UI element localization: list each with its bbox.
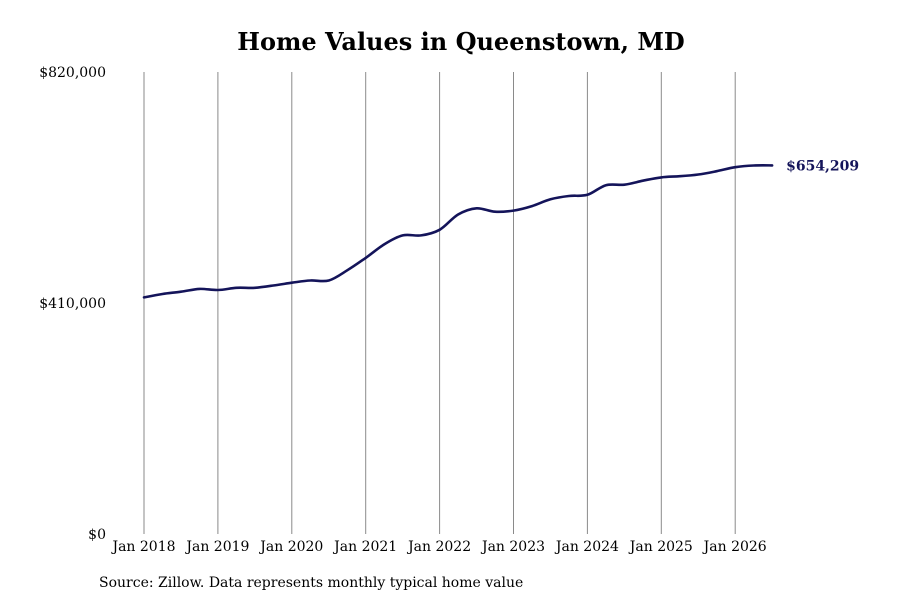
y-tick-label: $0 — [88, 527, 106, 543]
end-value-label: $654,209 — [786, 158, 859, 174]
x-tick-label: Jan 2026 — [702, 539, 767, 555]
source-note: Source: Zillow. Data represents monthly … — [99, 575, 523, 591]
series-line-0 — [142, 164, 774, 299]
chart-title: Home Values in Queenstown, MD — [237, 27, 684, 56]
x-tick-label: Jan 2018 — [110, 539, 175, 555]
x-tick-label: Jan 2020 — [258, 539, 323, 555]
x-tick-label: Jan 2024 — [554, 539, 619, 555]
x-tick-label: Jan 2021 — [332, 539, 397, 555]
x-tick-label: Jan 2023 — [480, 539, 545, 555]
y-tick-label: $820,000 — [39, 65, 106, 81]
y-axis-ticks: $0 $410,000 $820,000 — [39, 65, 106, 543]
gridlines — [143, 72, 736, 534]
x-tick-label: Jan 2019 — [184, 539, 249, 555]
x-tick-label: Jan 2022 — [406, 539, 471, 555]
x-axis-ticks: Jan 2018 Jan 2019 Jan 2020 Jan 2021 Jan 2022… — [110, 539, 766, 555]
y-tick-label: $410,000 — [39, 296, 106, 312]
x-tick-label: Jan 2025 — [628, 539, 693, 555]
series-layer — [142, 164, 774, 299]
